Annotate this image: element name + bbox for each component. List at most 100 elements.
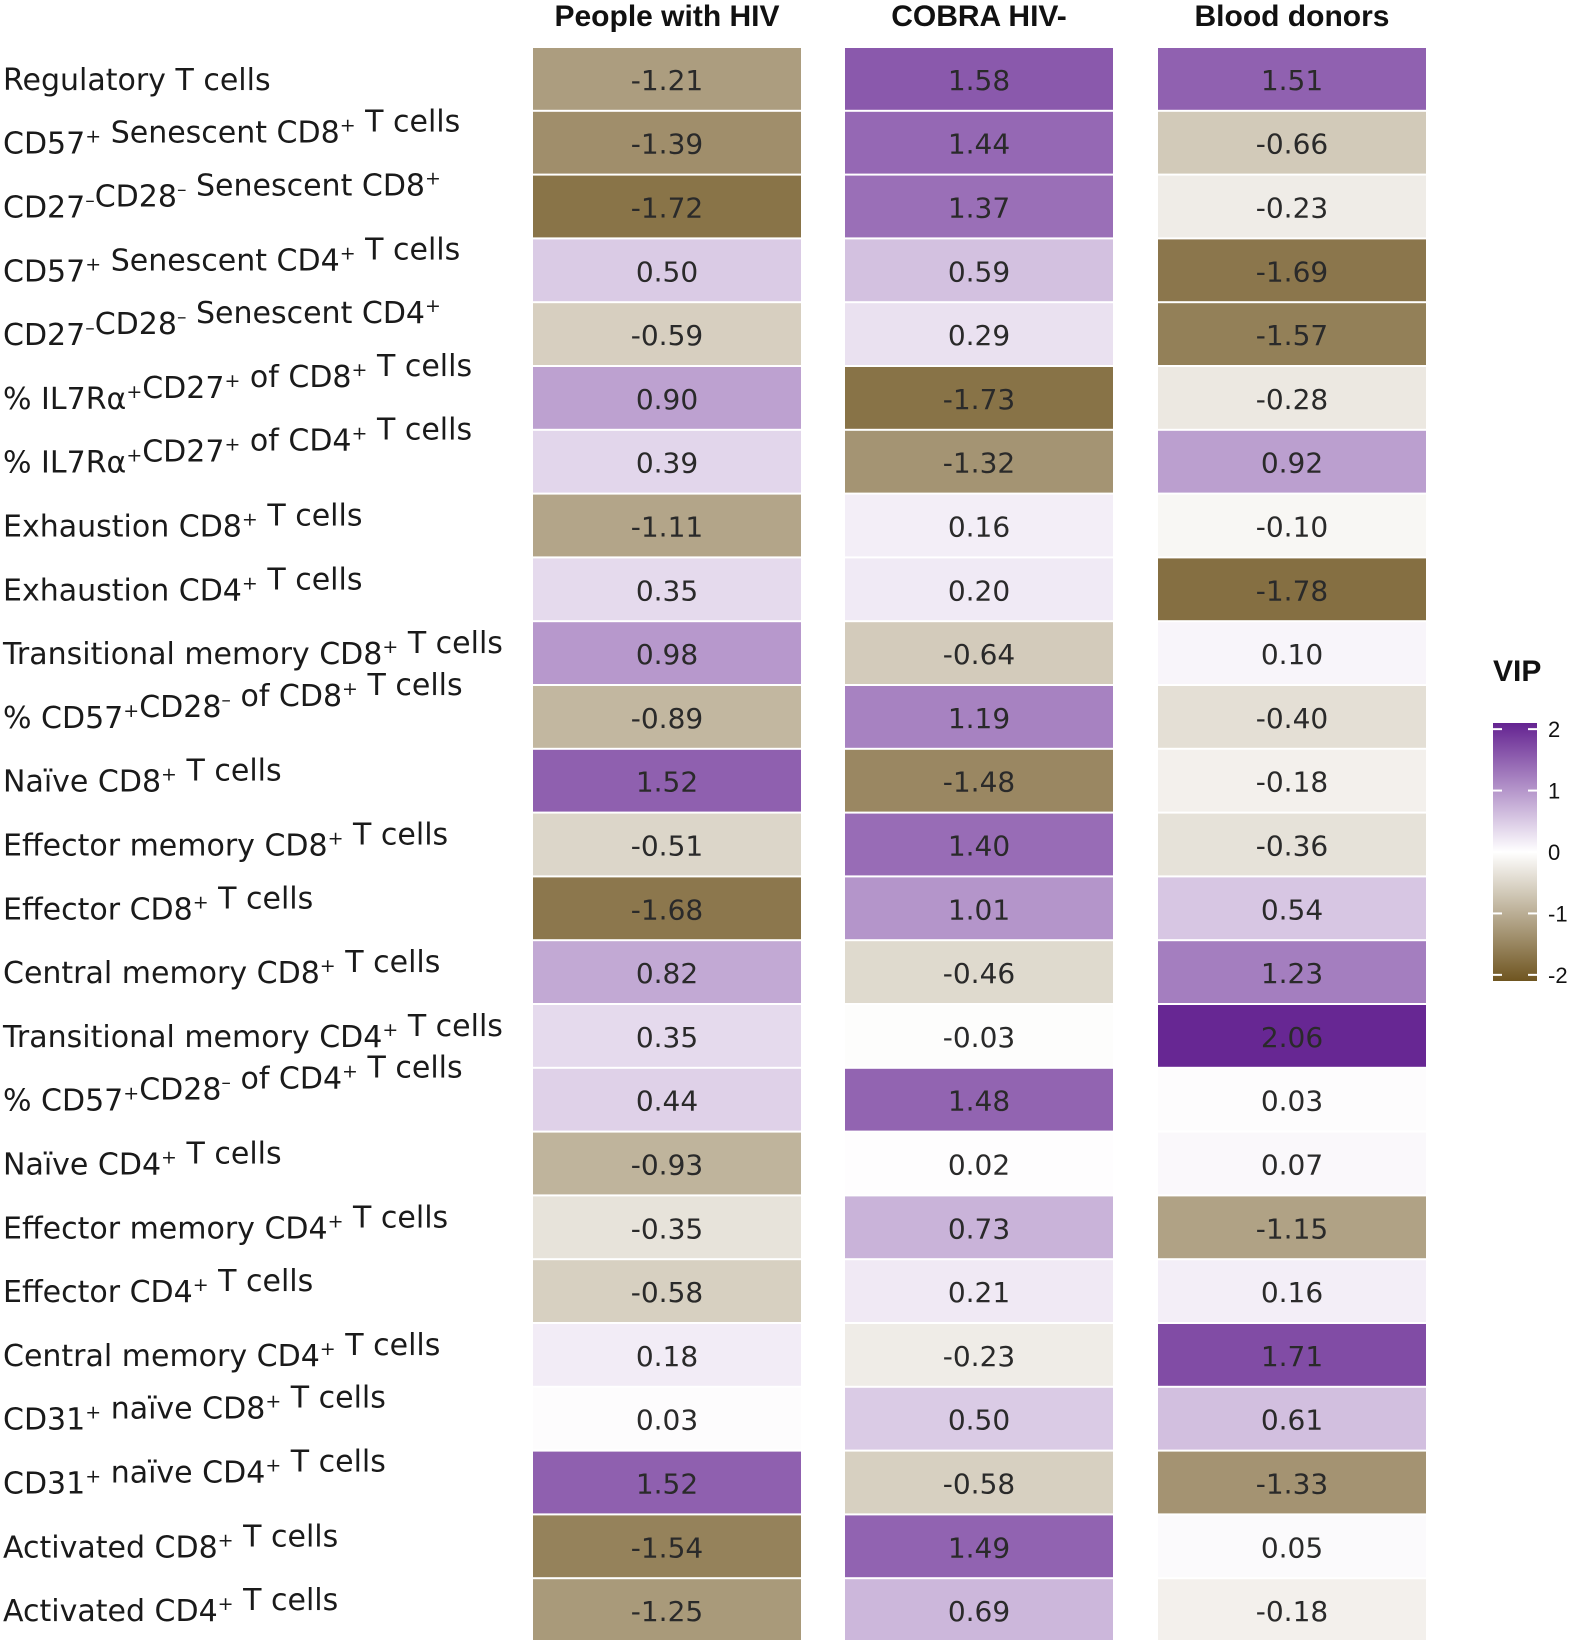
cell-value-label: 1.48 <box>948 1085 1010 1118</box>
heatmap-cell <box>533 303 801 365</box>
heatmap-cell <box>1158 1068 1426 1131</box>
cell-value-label: 0.29 <box>948 319 1010 352</box>
row-label: Exhaustion CD8+ T cells <box>3 499 362 545</box>
heatmap-cell <box>845 175 1113 238</box>
cell-value-label: -1.78 <box>1256 574 1328 607</box>
cell-value-label: 0.35 <box>636 574 698 607</box>
cell-value-label: 1.01 <box>948 893 1010 926</box>
row-label: Effector memory CD4+ T cells <box>3 1200 448 1246</box>
heatmap-cell <box>845 877 1113 940</box>
cell-value-label: 0.05 <box>1261 1531 1323 1564</box>
row-label: Naïve CD8+ T cells <box>3 754 282 800</box>
heatmap-cell <box>1158 239 1426 302</box>
row-label: % IL7Rα+CD27+ of CD4+ T cells <box>3 413 472 481</box>
cell-value-label: -1.48 <box>943 766 1015 799</box>
cell-value-label: 0.92 <box>1261 447 1323 480</box>
cell-value-label: 0.90 <box>636 383 698 416</box>
cell-value-label: -0.18 <box>1256 766 1328 799</box>
cell-value-label: 0.69 <box>948 1595 1010 1628</box>
cell-value-label: 0.16 <box>948 511 1010 544</box>
heatmap-cell <box>1158 622 1426 684</box>
heatmap-cell <box>533 749 801 812</box>
heatmap-cell <box>845 1132 1113 1195</box>
cell-value-label: -0.40 <box>1256 702 1328 735</box>
cell-value-label: 0.98 <box>636 638 698 671</box>
heatmap-cell <box>845 1515 1113 1578</box>
cell-value-label: 1.44 <box>948 128 1010 161</box>
heatmap-cell <box>845 1451 1113 1514</box>
cell-value-label: -0.51 <box>631 830 703 863</box>
cell-value-label: 1.52 <box>636 1468 698 1501</box>
heatmap-cell <box>533 367 801 429</box>
heatmap-cell <box>533 622 801 684</box>
heatmap-cell <box>845 558 1113 621</box>
cell-value-label: 1.51 <box>1261 64 1323 97</box>
heatmap-cell <box>533 877 801 940</box>
cell-value-label: 0.54 <box>1261 893 1323 926</box>
heatmap-cell <box>845 367 1113 429</box>
legend-title: VIP <box>1493 655 1541 688</box>
cell-value-label: -1.32 <box>943 447 1015 480</box>
legend-ticks: 2 1 0 -1 -2 <box>1493 717 1568 988</box>
cell-value-label: 1.71 <box>1261 1340 1323 1373</box>
cell-value-label: 0.21 <box>948 1276 1010 1309</box>
heatmap-cell <box>533 1132 801 1195</box>
heatmap-cell <box>1158 941 1426 1003</box>
cell-value-label: 0.07 <box>1261 1149 1323 1182</box>
cell-value-label: 1.23 <box>1261 957 1323 990</box>
cell-value-label: -0.03 <box>943 1021 1015 1054</box>
heatmap-cell <box>1158 1451 1426 1514</box>
heatmap-cell <box>845 749 1113 812</box>
cell-value-label: 0.03 <box>1261 1085 1323 1118</box>
heatmap-cell <box>845 1005 1113 1067</box>
row-label: Naïve CD4+ T cells <box>3 1137 282 1183</box>
heatmap-cell <box>845 1260 1113 1322</box>
heatmap-cell <box>845 494 1113 557</box>
cell-value-label: 0.02 <box>948 1149 1010 1182</box>
heatmap-cell <box>845 1387 1113 1450</box>
heatmap-cell <box>533 239 801 302</box>
cell-value-label: 0.50 <box>636 255 698 288</box>
heatmap-cell <box>533 494 801 557</box>
heatmap-cell <box>533 941 801 1003</box>
cell-value-label: 0.44 <box>636 1085 698 1118</box>
heatmap-cell <box>845 111 1113 174</box>
row-label: % CD57+CD28– of CD4+ T cells <box>3 1051 463 1119</box>
row-label: Activated CD8+ T cells <box>3 1519 338 1565</box>
cell-value-label: -0.35 <box>631 1212 703 1245</box>
row-label: Activated CD4+ T cells <box>3 1583 338 1629</box>
legend-tick-label: -1 <box>1548 901 1568 926</box>
heatmap-cell <box>533 1579 801 1640</box>
cell-value-label: 1.19 <box>948 702 1010 735</box>
heatmap-cell <box>1158 877 1426 940</box>
cell-value-label: -0.23 <box>1256 192 1328 225</box>
cell-value-label: -0.58 <box>943 1468 1015 1501</box>
heatmap-cell <box>1158 430 1426 493</box>
row-label: Central memory CD4+ T cells <box>3 1328 440 1374</box>
cell-value-label: -0.10 <box>1256 511 1328 544</box>
row-label: Effector CD8+ T cells <box>3 881 313 927</box>
cell-value-label: 0.20 <box>948 574 1010 607</box>
cell-value-label: 0.18 <box>636 1340 698 1373</box>
heatmap-cell <box>845 1068 1113 1131</box>
row-label: Effector memory CD8+ T cells <box>3 818 448 864</box>
row-label: CD57+ Senescent CD4+ T cells <box>3 232 460 289</box>
cell-value-label: 0.10 <box>1261 638 1323 671</box>
row-label: CD27–CD28– Senescent CD8+ <box>3 168 441 226</box>
heatmap-cell <box>1158 48 1426 110</box>
heatmap-cell <box>845 941 1113 1003</box>
row-label: CD31+ naïve CD4+ T cells <box>3 1445 386 1502</box>
column-headers: People with HIV COBRA HIV- Blood donors <box>554 0 1389 33</box>
heatmap-cell <box>533 813 801 876</box>
cell-value-label: 1.49 <box>948 1531 1010 1564</box>
row-labels: Regulatory T cells CD57+ Senescent CD8+ T… <box>2 63 503 1629</box>
heatmap-cell <box>533 1260 801 1322</box>
legend-tick-label: -2 <box>1548 963 1568 988</box>
color-legend: VIP 2 1 0 -1 -2 <box>1493 655 1568 988</box>
cell-value-label: -1.72 <box>631 192 703 225</box>
heatmap-cell <box>1158 111 1426 174</box>
cell-value-label: 2.06 <box>1261 1021 1323 1054</box>
heatmap-cell <box>1158 1196 1426 1259</box>
cell-value-label: 0.61 <box>1261 1404 1323 1437</box>
